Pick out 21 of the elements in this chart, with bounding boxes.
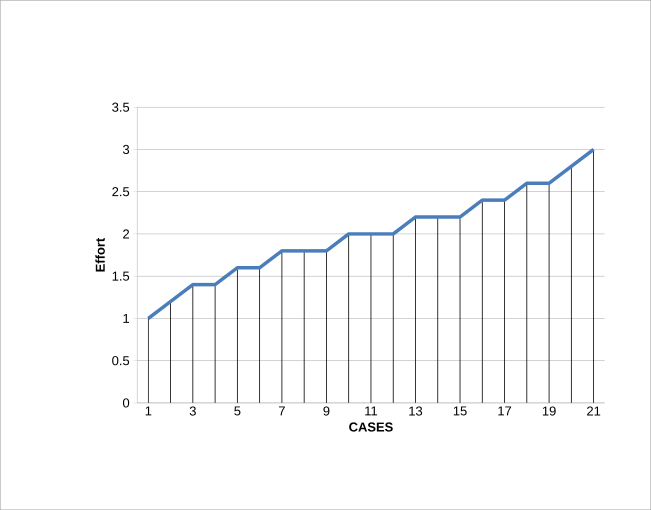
x-tick-label: 3 [190,406,196,416]
y-axis-title: Effort [95,238,105,272]
x-tick-label: 21 [587,406,600,416]
y-tick-label: 2.5 [112,187,130,196]
x-tick-label: 15 [454,406,467,416]
x-tick-label: 7 [278,406,285,416]
x-tick-label: 1 [146,406,152,416]
y-tick-label: 0 [122,398,130,408]
x-tick-label: 11 [365,406,378,416]
x-tick-label: 19 [542,406,556,416]
x-tick-label: 13 [409,406,422,416]
y-tick-label: 1.5 [112,272,130,281]
x-axis-title: CASES [349,422,393,432]
y-tick-label: 1 [123,314,130,323]
y-tick-label: 3.5 [112,102,130,112]
y-tick-label: 2 [123,229,130,238]
y-tick-label: 3 [122,144,130,154]
x-tick-label: 17 [498,406,512,416]
x-tick-label: 9 [323,406,330,416]
y-tick-label: 0.5 [112,356,130,366]
x-tick-label: 5 [234,406,240,416]
